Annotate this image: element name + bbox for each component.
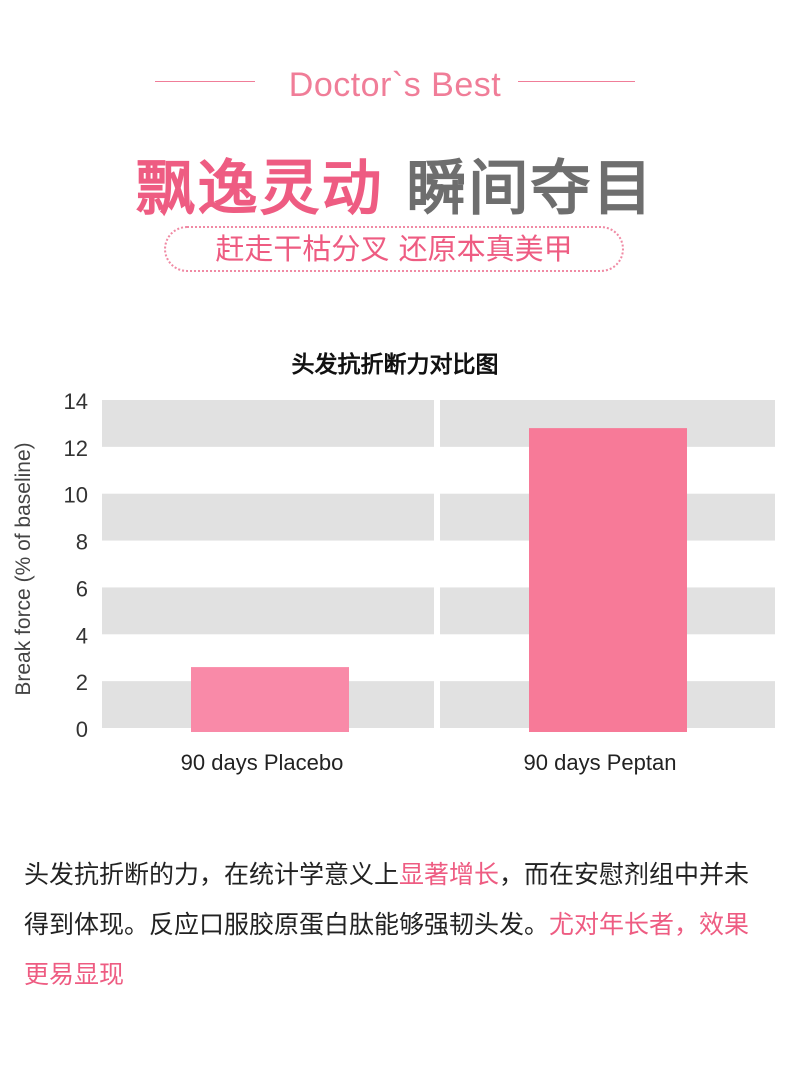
x-category-label: 90 days Placebo [181,750,344,775]
y-tick-label: 14 [64,389,88,414]
y-tick-label: 6 [76,576,88,601]
bar [191,667,349,732]
caption: 头发抗折断的力，在统计学意义上显著增长，而在安慰剂组中并未得到体现。反应口服胶原… [24,850,764,1000]
caption-highlight-2: 尤对年长者，效果更易显现 [24,910,750,989]
y-tick-label: 12 [64,436,88,461]
y-tick-label: 2 [76,670,88,695]
tagline: 赶走干枯分叉 还原本真美甲 [164,226,624,272]
caption-text-1: 头发抗折断的力，在统计学意义上 [24,860,400,889]
y-axis-label: Break force (% of baseline) [12,442,35,695]
brand-name: Doctor`s Best [288,66,502,104]
y-tick-label: 8 [76,530,88,555]
brand-line-left [155,81,255,82]
chart-title: 头发抗折断力对比图 [291,352,499,378]
grid-band [102,587,434,635]
grid-band [102,493,434,541]
caption-highlight-1: 显著增长 [399,860,500,889]
headline: 飘逸灵动 瞬间夺目 [0,140,790,227]
headline-gray: 瞬间夺目 [406,154,655,224]
y-tick-label: 0 [76,717,88,742]
headline-pink: 飘逸灵动 [135,154,384,224]
bar-chart: 0 2 4 6 8 10 12 14 Break force (% of baseline) 90… [12,389,775,775]
grid-band [102,400,434,447]
x-category-label: 90 days Peptan [524,750,677,775]
brand-header: Doctor`s Best [0,66,790,116]
bar [529,428,687,732]
y-tick-label: 10 [64,483,88,508]
caption-text-2: ，而在安慰剂组中并未得到体现。反应口服胶原蛋白肽能够强韧头发。 [24,860,750,939]
y-tick-label: 4 [76,623,88,648]
brand-line-right [518,81,635,82]
